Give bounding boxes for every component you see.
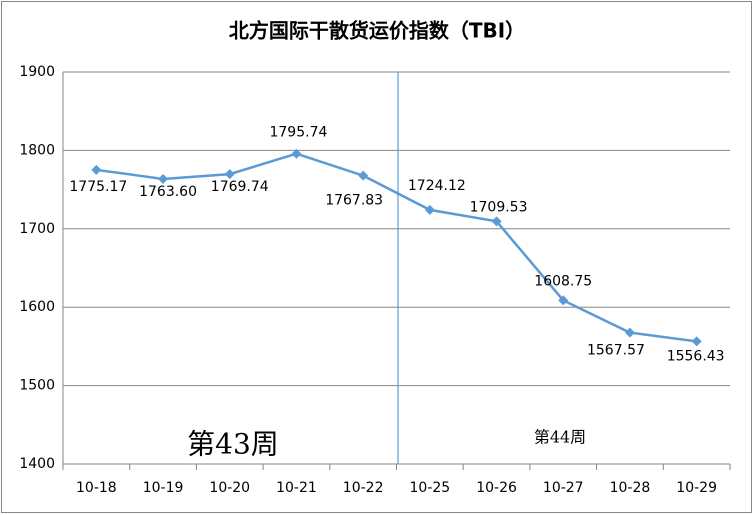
y-tick-label: 1700 [19, 221, 55, 237]
marker [358, 170, 369, 181]
data-label: 1769.74 [211, 179, 269, 195]
data-label: 1556.43 [667, 348, 725, 364]
x-tick-label: 10-27 [543, 480, 584, 496]
x-tick-label: 10-18 [76, 480, 117, 496]
annotation: 第44周 [534, 428, 586, 447]
y-tick-label: 1600 [19, 299, 55, 315]
marker [291, 148, 302, 159]
marker [224, 169, 235, 180]
data-label: 1567.57 [587, 343, 645, 359]
data-label: 1795.74 [269, 125, 327, 141]
data-label: 1767.83 [325, 193, 383, 209]
marker [491, 216, 502, 227]
marker [558, 295, 569, 306]
x-tick-label: 10-22 [343, 480, 384, 496]
x-tick-label: 10-21 [276, 480, 317, 496]
series-line [96, 152, 697, 343]
marker [691, 336, 702, 347]
data-label: 1709.53 [470, 199, 528, 215]
data-label: 1775.17 [69, 179, 127, 195]
marker [158, 173, 169, 184]
x-tick-label: 10-20 [209, 480, 250, 496]
chart-title: 北方国际干散货运价指数（TBI） [229, 19, 525, 43]
x-tick-label: 10-25 [410, 480, 451, 496]
annotation: 第43周 [187, 428, 279, 461]
y-tick-label: 1500 [19, 378, 55, 394]
marker [91, 164, 102, 175]
x-tick-label: 10-29 [676, 480, 717, 496]
y-tick-label: 1900 [19, 64, 55, 80]
data-label: 1724.12 [408, 178, 466, 194]
data-label: 1608.75 [534, 273, 592, 289]
x-tick-label: 10-26 [476, 480, 517, 496]
marker [624, 327, 635, 338]
data-label: 1763.60 [139, 184, 197, 200]
y-tick-label: 1400 [19, 456, 55, 472]
x-tick-label: 10-28 [610, 480, 651, 496]
marker [424, 204, 435, 215]
y-tick-label: 1800 [19, 142, 55, 158]
x-tick-label: 10-19 [143, 480, 184, 496]
